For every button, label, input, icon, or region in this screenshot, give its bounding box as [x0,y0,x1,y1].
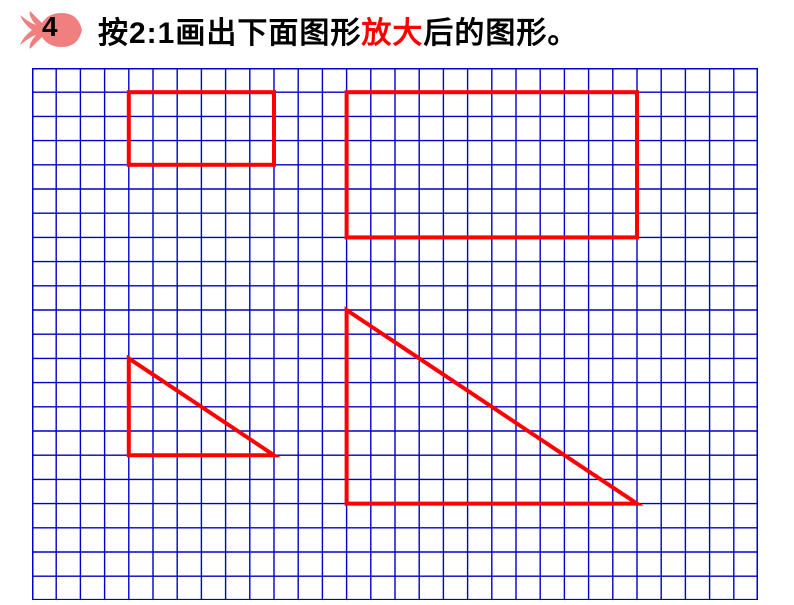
page-title: 按2:1画出下面图形放大后的图形。 [98,8,578,52]
title-prefix: 按2:1画出下面图形 [98,17,361,50]
title-suffix: 后的图形。 [423,17,578,50]
badge-number: 4 [42,11,58,43]
title-highlight: 放大 [361,17,423,50]
header: 4 按2:1画出下面图形放大后的图形。 [0,0,794,62]
fish-badge: 4 [20,9,90,51]
grid-container [32,68,762,605]
grid-svg [32,68,758,600]
